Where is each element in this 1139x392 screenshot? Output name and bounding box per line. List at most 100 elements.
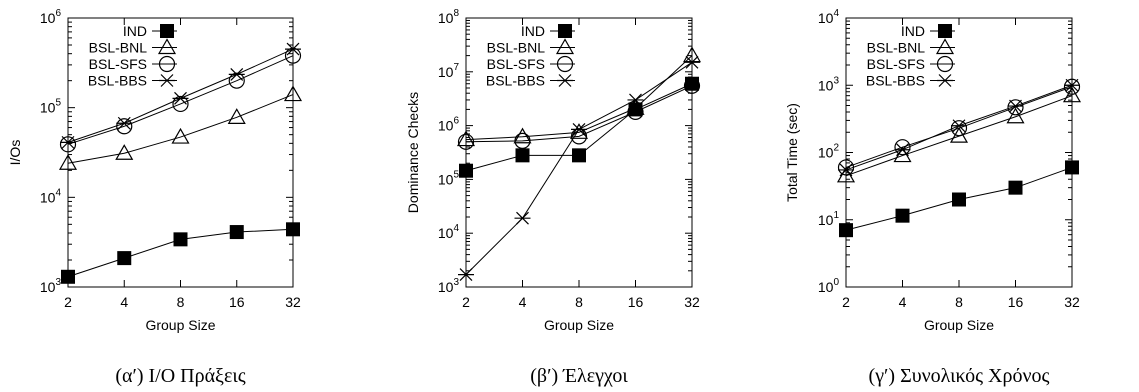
data-point <box>950 120 968 137</box>
data-point <box>116 116 133 130</box>
data-point <box>1008 180 1023 195</box>
x-tick-label: 8 <box>177 294 185 310</box>
legend-marker <box>937 74 953 87</box>
y-tick-label: 103 <box>818 75 840 93</box>
legend-marker <box>158 55 176 73</box>
data-point <box>894 139 911 156</box>
legend-marker <box>935 38 955 55</box>
data-point <box>1063 78 1081 95</box>
data-point <box>285 42 301 56</box>
series-bsl-bbs <box>60 42 301 149</box>
data-point <box>571 122 587 136</box>
data-point <box>1007 99 1024 113</box>
legend-label: BSL-SFS <box>867 56 925 72</box>
y-axis-label: Dominance Checks <box>405 92 421 213</box>
legend-label: BSL-BBS <box>486 73 545 89</box>
y-tick-label: 104 <box>40 187 62 205</box>
data-point <box>952 192 966 207</box>
series-line <box>845 86 1073 168</box>
y-tick-label: 106 <box>438 116 460 134</box>
data-point <box>514 211 531 225</box>
chart-panel-3: 100 101 102 103 104 2 4 8 16 32 Group Size Total Ti… <box>784 8 1082 387</box>
series-ind <box>459 76 699 178</box>
x-tick-label: 8 <box>955 294 963 310</box>
y-axis-label: Total Time (sec) <box>784 103 800 202</box>
y-tick-label: 105 <box>40 98 62 116</box>
legend-marker <box>555 38 575 55</box>
y-tick-label: 101 <box>818 210 840 228</box>
data-point <box>684 55 700 69</box>
data-point <box>894 143 911 157</box>
x-tick-label: 4 <box>519 294 527 310</box>
data-point <box>228 67 245 81</box>
x-tick-label: 32 <box>285 294 301 310</box>
data-point <box>286 222 300 237</box>
x-tick-label: 16 <box>229 294 245 310</box>
legend-label: BSL-BNL <box>487 40 546 56</box>
data-point <box>683 77 701 94</box>
data-point <box>513 127 532 144</box>
x-tick-label: 32 <box>1064 294 1080 310</box>
legend-marker <box>936 55 954 73</box>
data-point <box>1007 99 1024 116</box>
data-point <box>229 225 244 240</box>
data-point <box>59 136 77 153</box>
x-tick-label: 2 <box>64 294 72 310</box>
data-point <box>171 127 190 144</box>
series-line <box>465 85 693 143</box>
legend-label: IND <box>901 23 925 39</box>
y-tick-label: 104 <box>438 223 460 241</box>
x-tick-label: 8 <box>575 294 583 310</box>
panel-caption: (β′) Έλεγχοι <box>530 365 628 387</box>
data-point <box>228 72 245 89</box>
data-point <box>172 95 189 113</box>
legend-marker <box>558 24 572 38</box>
data-point <box>456 130 476 147</box>
data-point <box>283 85 303 102</box>
y-tick-label: 103 <box>438 277 460 295</box>
data-point <box>284 47 302 64</box>
data-point <box>895 208 910 223</box>
data-point <box>58 154 78 170</box>
chart-panel-2: 103 104 105 106 107 108 2 4 8 16 32 Group Size Domin… <box>405 8 702 387</box>
x-tick-label: 4 <box>899 294 907 310</box>
legend-label: IND <box>521 23 545 39</box>
data-point <box>459 163 473 178</box>
legend-label: IND <box>123 23 147 39</box>
y-tick-label: 106 <box>40 8 62 26</box>
legend-marker <box>157 38 177 55</box>
data-point <box>626 99 645 115</box>
panel-caption: (α′) I/O Πράξεις <box>115 365 245 387</box>
data-point <box>627 103 644 120</box>
series-bsl-bnl <box>58 85 303 170</box>
series-ind <box>839 160 1079 238</box>
x-tick-label: 32 <box>684 294 700 310</box>
y-tick-label: 102 <box>818 143 840 161</box>
data-point <box>951 119 967 133</box>
legend-marker <box>160 24 174 38</box>
legend-label: BSL-SFS <box>487 56 545 72</box>
y-tick-label: 104 <box>818 8 840 26</box>
data-point <box>1064 78 1080 92</box>
y-tick-label: 100 <box>818 277 840 295</box>
legend-label: BSL-BNL <box>867 40 926 56</box>
panel-caption: (γ′) Συνολικός Χρόνος <box>869 365 1050 387</box>
data-point <box>61 269 75 284</box>
data-point <box>1062 86 1082 103</box>
legend-label: BSL-BBS <box>88 73 147 89</box>
data-point <box>1006 107 1025 124</box>
x-axis-label: Group Size <box>145 317 215 333</box>
legend-label: BSL-BNL <box>89 40 148 56</box>
y-tick-label: 103 <box>40 277 62 295</box>
y-axis-label: I/Os <box>7 140 23 166</box>
x-axis-label: Group Size <box>544 317 614 333</box>
data-point <box>893 146 912 163</box>
data-point <box>1065 160 1079 175</box>
y-tick-label: 105 <box>438 169 460 187</box>
y-tick-label: 108 <box>438 8 460 26</box>
x-tick-label: 16 <box>1008 294 1024 310</box>
data-point <box>514 132 531 149</box>
